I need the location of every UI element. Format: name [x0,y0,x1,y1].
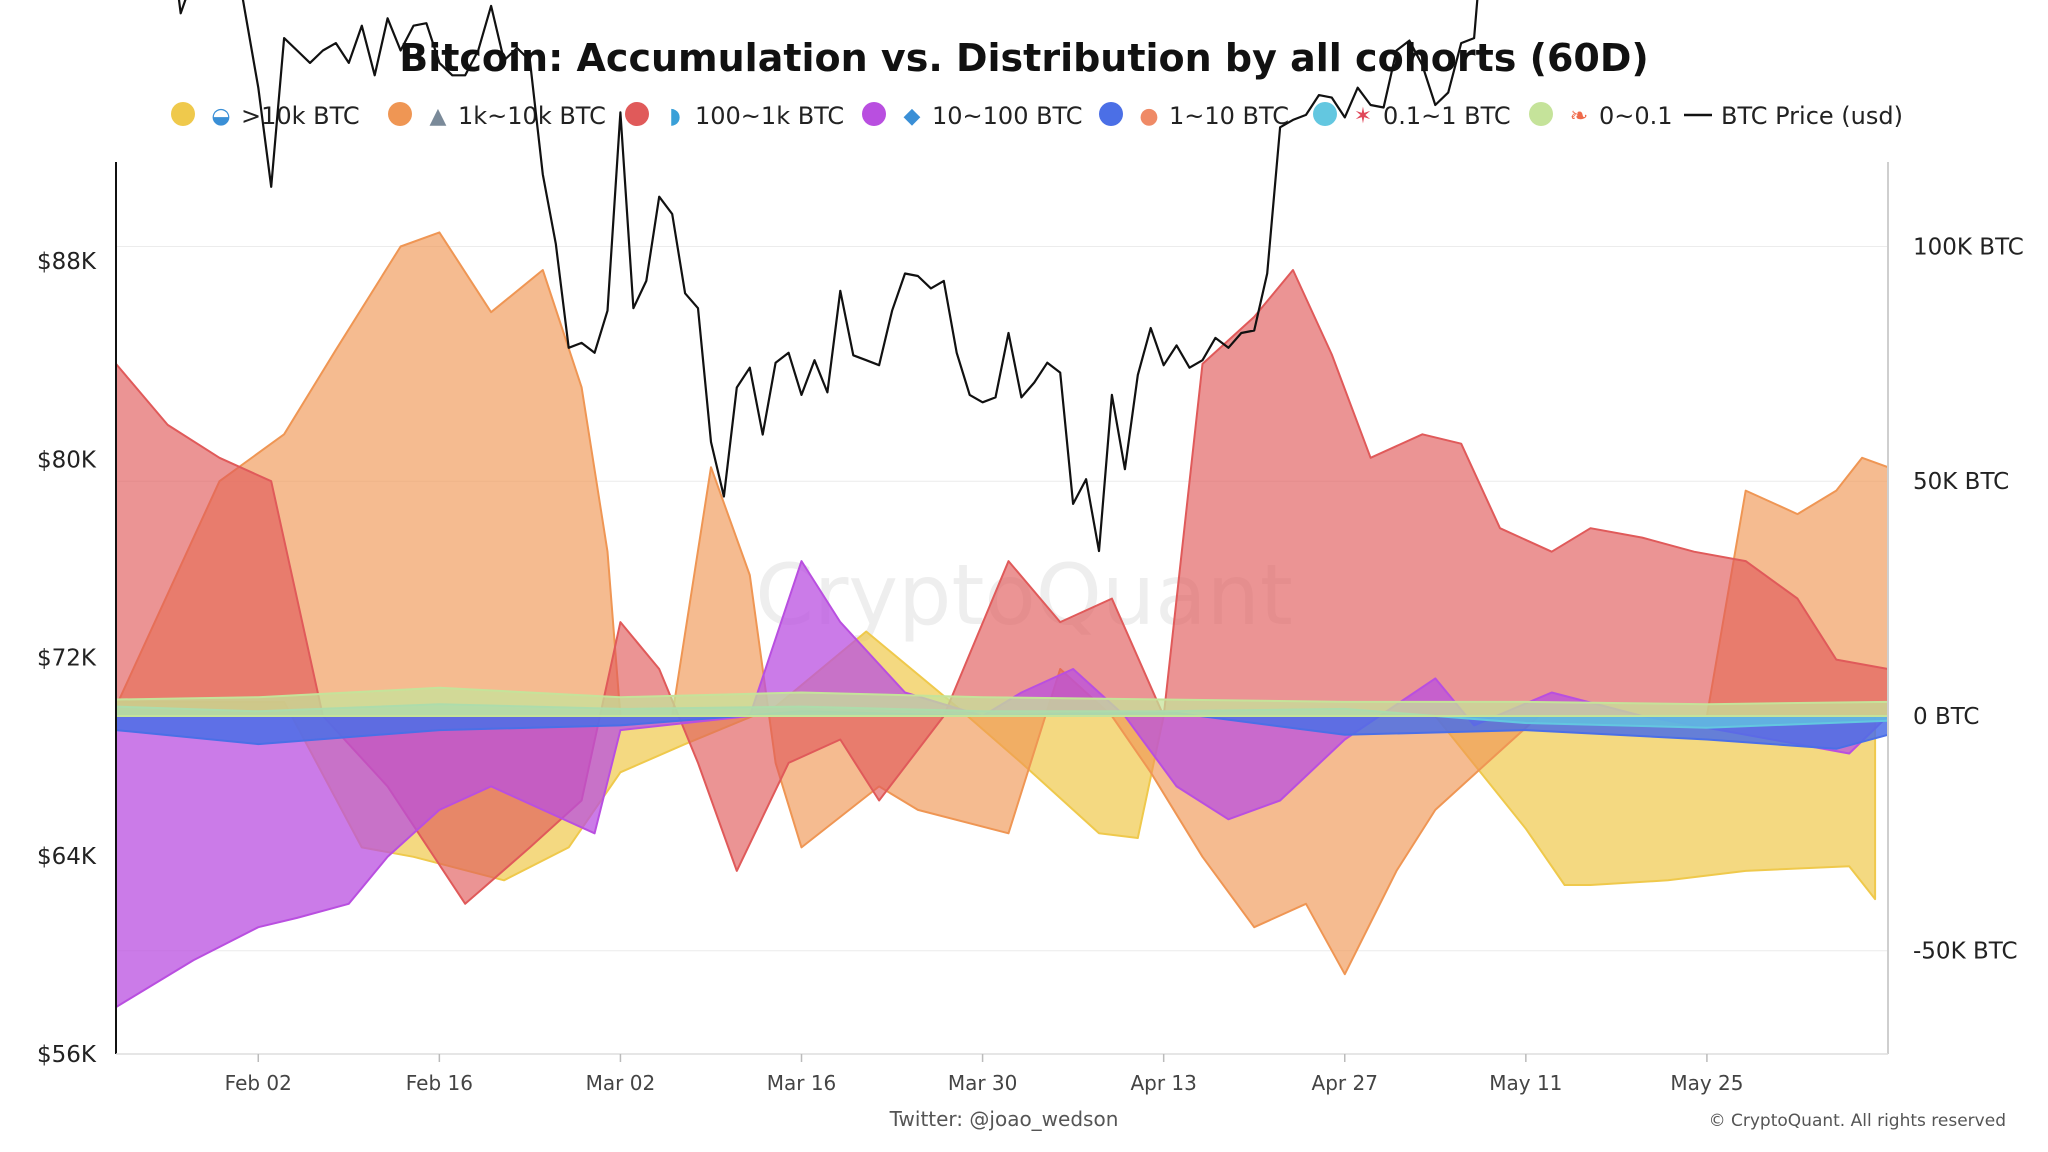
legend: ◒ >10k BTC ▲ 1k~10k BTC ◗ 100~1k BTC ◆ 10~100 B… [171,102,1903,130]
left-tick-label: $72K [37,646,97,672]
legend-label: 10~100 BTC [932,102,1083,130]
x-tick-label: Feb 02 [225,1071,292,1095]
legend-swatch [862,102,886,126]
shrimp-icon: ❧ [1570,104,1588,129]
cohort-areas [115,231,1889,1009]
x-tick-label: May 11 [1489,1071,1562,1095]
legend-label: 1~10 BTC [1169,102,1289,130]
right-tick-label: 0 BTC [1913,704,1979,730]
legend-item-btc-price[interactable]: BTC Price (usd) [1684,102,1903,130]
left-tick-label: $56K [37,1042,97,1068]
axes: $56K $64K $72K $80K $88K -50K BTC 0 BTC 50K BTC… [37,162,2024,1095]
legend-item-crab[interactable]: ✶ 0.1~1 BTC [1313,102,1511,130]
area-whale [115,630,1877,901]
legend-item-shrimp[interactable]: ❧ 0~0.1 [1529,102,1673,130]
footer-credit: Twitter: @joao_wedson [889,1107,1119,1131]
legend-item-fish[interactable]: ◆ 10~100 BTC [862,102,1083,130]
price-line-layer [177,0,1479,553]
x-tick-label: Mar 30 [948,1071,1018,1095]
right-tick-label: 100K BTC [1913,235,2024,261]
legend-item-whale[interactable]: ◒ >10k BTC [171,102,360,130]
legend-swatch [1529,102,1553,126]
left-tick-label: $80K [37,447,97,473]
legend-label: >10k BTC [241,102,360,130]
legend-item-dolphin[interactable]: ◗ 100~1k BTC [625,102,844,130]
dolphin-icon: ◗ [669,104,681,129]
x-tick-label: Mar 02 [586,1071,656,1095]
legend-label: 0.1~1 BTC [1383,102,1511,130]
legend-swatch [1313,102,1337,126]
area-shrimp [115,686,1889,717]
legend-swatch [625,102,649,126]
footer-copyright: © CryptoQuant. All rights reserved [1709,1111,2006,1131]
legend-label: 1k~10k BTC [458,102,606,130]
shark-icon: ▲ [430,104,447,129]
octopus-icon: ● [1139,104,1158,129]
left-tick-label: $88K [37,249,97,275]
btc-price-line [177,0,1479,553]
legend-label: BTC Price (usd) [1721,102,1903,130]
x-tick-label: May 25 [1670,1071,1743,1095]
x-tick-label: Apr 13 [1130,1071,1196,1095]
right-tick-label: -50K BTC [1913,939,2018,965]
x-tick-label: Apr 27 [1312,1071,1378,1095]
crab-icon: ✶ [1354,104,1372,129]
legend-swatch [388,102,412,126]
chart-title: Bitcoin: Accumulation vs. Distribution b… [399,36,1649,80]
x-tick-label: Feb 16 [406,1071,473,1095]
whale-icon: ◒ [211,104,230,129]
left-tick-label: $64K [37,844,97,870]
legend-item-shark[interactable]: ▲ 1k~10k BTC [388,102,606,130]
x-tick-label: Mar 16 [767,1071,837,1095]
legend-label: 100~1k BTC [695,102,844,130]
legend-swatch [171,102,195,126]
right-tick-label: 50K BTC [1913,469,2009,495]
legend-item-octopus[interactable]: ● 1~10 BTC [1099,102,1289,130]
legend-label: 0~0.1 [1599,102,1673,130]
fish-icon: ◆ [904,104,921,129]
legend-swatch [1099,102,1123,126]
